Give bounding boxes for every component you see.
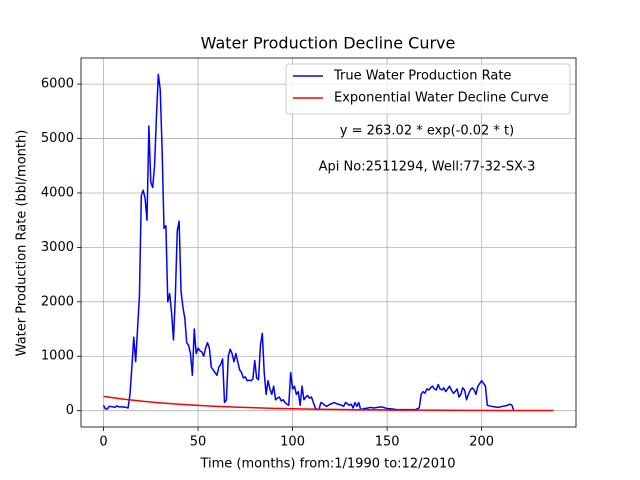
- legend-box: [285, 63, 571, 115]
- legend: True Water Production Rate Exponential Wa…: [285, 63, 571, 115]
- y-tick-label: 2000: [41, 294, 74, 309]
- x-tick-label: 0: [99, 435, 107, 450]
- x-tick-label: 200: [469, 435, 494, 450]
- x-tick-label: 100: [280, 435, 305, 450]
- y-tick-label: 6000: [41, 77, 74, 92]
- series-line: [103, 395, 554, 412]
- plot-area: [102, 73, 554, 412]
- y-tick-label: 4000: [41, 185, 74, 200]
- legend-label: True Water Production Rate: [333, 69, 511, 84]
- grid: [81, 58, 576, 427]
- y-tick-label: 3000: [41, 240, 74, 255]
- axes-frame: [80, 57, 577, 428]
- series-line: [102, 73, 515, 411]
- y-tick-label: 0: [66, 403, 74, 418]
- y-tick-label: 5000: [41, 131, 74, 146]
- x-tick-label: 150: [375, 435, 400, 450]
- x-axis-label: Time (months) from:1/1990 to:12/2010: [199, 457, 455, 472]
- chart-title: Water Production Decline Curve: [201, 34, 456, 53]
- y-tick-label: 1000: [41, 349, 74, 364]
- x-tick-label: 50: [190, 435, 207, 450]
- y-axis-label: Water Production Rate (bbl/month): [15, 130, 30, 357]
- legend-label: Exponential Water Decline Curve: [334, 91, 549, 106]
- equation-annotation: y = 263.02 * exp(-0.02 * t): [340, 124, 514, 139]
- well-annotation: Api No:2511294, Well:77-32-SX-3: [319, 160, 536, 175]
